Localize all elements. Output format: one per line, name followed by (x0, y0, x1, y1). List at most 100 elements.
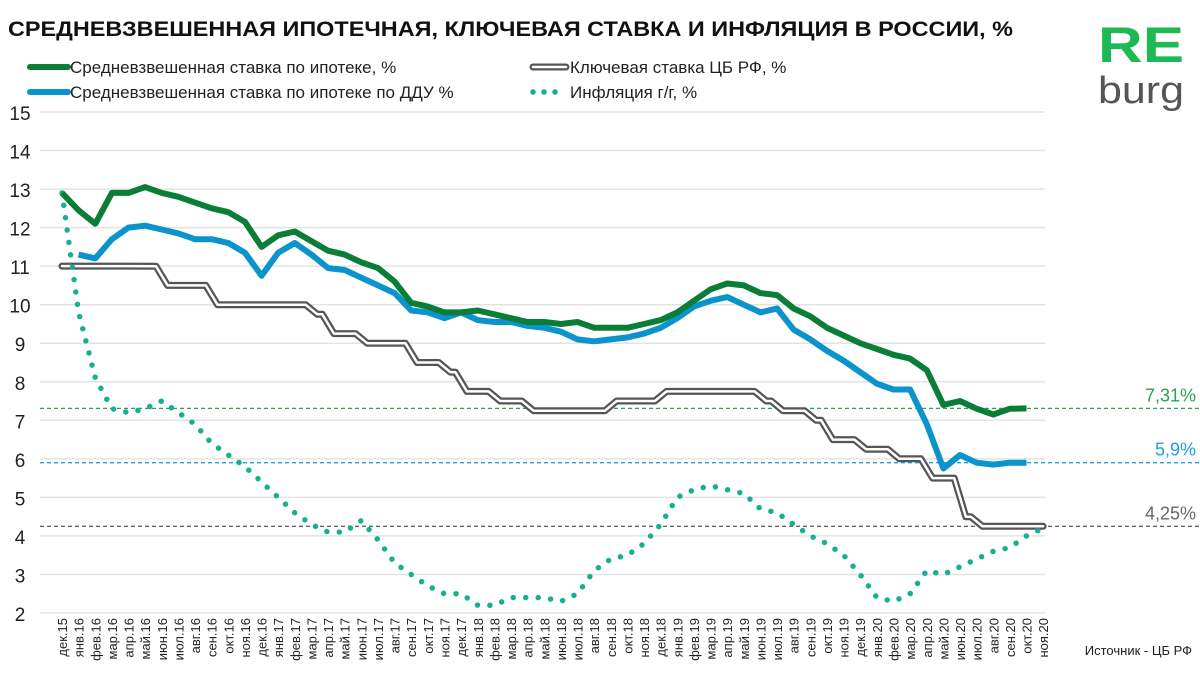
x-tick-label: ноя.19 (837, 618, 852, 658)
data-point: июн.17: 9 (358, 340, 364, 346)
data-point: апр.16: 12 (126, 225, 132, 231)
data-point: окт.20: 7.31 (1024, 405, 1030, 411)
data-point: дек.18: 9.6 (658, 317, 664, 323)
data-point: окт.19: 3.8 (824, 541, 830, 547)
x-axis: дек.15 янв.16 фев.16 мар.16 апр.16 май.16 июн.… (55, 618, 1051, 661)
data-point: авг.16: 12.65 (192, 200, 198, 206)
data-point: июн.19: 9.8 (757, 309, 763, 315)
x-tick-label: июн.18 (554, 618, 569, 660)
data-point: мар.17: 11.3 (308, 252, 314, 258)
y-tick-label: 4 (15, 528, 26, 549)
x-tick-label: май.20 (936, 618, 951, 660)
data-point: июл.16: 11.85 (175, 230, 181, 236)
x-tick-label: ноя.16 (238, 618, 253, 658)
data-point: апр.17: 9.25 (325, 331, 331, 337)
data-point: июл.17: 10.5 (375, 282, 381, 288)
x-tick-label: янв.16 (72, 618, 87, 657)
x-tick-label: авг.16 (188, 618, 203, 653)
data-point: окт.19: 6.5 (824, 437, 830, 443)
data-point: сен.20: 5.9 (1007, 460, 1013, 466)
y-tick-label: 7 (15, 412, 26, 433)
data-point: окт.19: 9.4 (824, 325, 830, 331)
data-point: апр.17: 11.4 (325, 248, 331, 254)
y-tick-label: 13 (9, 181, 30, 202)
y-tick-label: 11 (10, 258, 30, 279)
data-point: сен.20: 3.7 (1007, 544, 1013, 550)
data-point: май.16: 12.05 (142, 223, 148, 229)
data-point: ноя.18: 7.5 (641, 398, 647, 404)
data-point: дек.18: 9.4 (658, 325, 664, 331)
data-point: янв.17: 10 (275, 302, 281, 308)
data-point: янв.19: 9.8 (674, 309, 680, 315)
data-point: янв.16: 11.3 (76, 252, 82, 258)
data-point: окт.18: 3.5 (624, 552, 630, 558)
reference-label: 7,31% (1145, 385, 1196, 405)
data-point: июн.18: 9.5 (558, 321, 564, 327)
data-point: ноя.16: 10 (242, 302, 248, 308)
x-tick-label: янв.17 (271, 618, 286, 657)
x-tick-label: фев.17 (288, 618, 303, 661)
data-point: авг.20: 4.25 (990, 523, 996, 529)
x-tick-label: мар.19 (704, 618, 719, 659)
x-tick-label: май.19 (737, 618, 752, 660)
data-point: окт.16: 6.1 (225, 452, 231, 458)
source-note: Источник - ЦБ РФ (1085, 643, 1192, 658)
data-point: мар.19: 7.75 (708, 388, 714, 394)
x-tick-label: июн.19 (753, 618, 768, 660)
data-point: апр.18: 2.4 (525, 595, 531, 601)
data-point: мар.16: 11 (109, 263, 115, 269)
x-tick-label: апр.16 (122, 618, 137, 658)
data-point: окт.18: 7.5 (624, 398, 630, 404)
data-point: сен.18: 7.5 (608, 398, 614, 404)
y-tick-label: 8 (15, 374, 26, 395)
logo-bottom: burg (1098, 70, 1184, 112)
data-point: авг.19: 9.9 (791, 306, 797, 312)
data-point: май.19: 5.1 (741, 491, 747, 497)
data-point: фев.19: 10.1 (691, 298, 697, 304)
data-point: май.20: 7.4 (940, 402, 946, 408)
data-point: мар.19: 10.4 (708, 286, 714, 292)
data-point: мар.16: 12.9 (109, 190, 115, 196)
data-point: ноя.16: 5.8 (242, 464, 248, 470)
data-point: май.18: 7.25 (541, 408, 547, 414)
data-point: окт.17: 9.95 (425, 304, 431, 310)
data-point: янв.16: 12.45 (76, 207, 82, 213)
data-point: янв.17: 11.8 (275, 232, 281, 238)
data-point: июн.19: 4.7 (757, 506, 763, 512)
data-point: июл.16: 7.2 (175, 410, 181, 416)
data-point: сен.16: 10 (209, 302, 215, 308)
data-point: июл.16: 12.8 (175, 194, 181, 200)
data-point: авг.17: 10.3 (392, 290, 398, 296)
data-point: июн.20: 4.5 (957, 514, 963, 520)
data-point: июл.18: 7.25 (575, 408, 581, 414)
data-point: дек.17: 7.75 (458, 388, 464, 394)
data-point: июл.19: 10.25 (774, 292, 780, 298)
x-tick-label: янв.18 (471, 618, 486, 657)
data-point: июл.18: 2.5 (575, 591, 581, 597)
data-point: авг.18: 9.05 (591, 338, 597, 344)
data-point: фев.17: 11.9 (292, 228, 298, 234)
x-tick-label: фев.16 (88, 618, 103, 661)
data-point: апр.20: 3.1 (924, 568, 930, 574)
x-tick-label: сен.18 (604, 618, 619, 657)
reference-label: 5,9% (1155, 440, 1196, 460)
data-point: ноя.17: 9.8 (441, 309, 447, 315)
legend: Средневзвешенная ставка по ипотеке, % Сре… (27, 58, 786, 102)
data-point: окт.18: 9.4 (624, 325, 630, 331)
grid (40, 111, 1045, 614)
data-point: фев.16: 12.1 (92, 221, 98, 227)
reference-label: 4,25% (1145, 503, 1196, 523)
data-point: май.19: 10.5 (741, 282, 747, 288)
data-point: июн.20: 3.2 (957, 564, 963, 570)
data-point: апр.19: 10.2 (724, 294, 730, 300)
data-point: ноя.20: 4.2 (1040, 525, 1046, 531)
data-point: июл.17: 10.95 (375, 265, 381, 271)
x-tick-label: янв.19 (670, 618, 685, 657)
data-point: окт.20: 5.9 (1024, 460, 1030, 466)
x-tick-label: авг.17 (388, 618, 403, 653)
data-point: сен.16: 12.5 (209, 205, 215, 211)
data-point: мар.20: 2.5 (907, 591, 913, 597)
data-point: янв.17: 11.35 (275, 250, 281, 256)
data-point: окт.16: 10 (225, 302, 231, 308)
